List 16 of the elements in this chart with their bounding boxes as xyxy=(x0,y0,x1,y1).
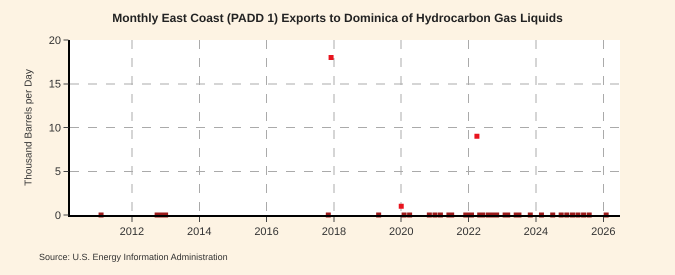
x-tick-label: 2018 xyxy=(322,226,346,238)
x-tick-label: 2014 xyxy=(187,226,212,238)
y-tick-label: 15 xyxy=(48,78,62,91)
y-axis-title: Thousand Barrels per Day xyxy=(23,69,34,186)
x-tick-label: 2022 xyxy=(456,226,481,238)
x-tick-label: 2016 xyxy=(254,226,279,238)
x-tick-label: 2024 xyxy=(524,226,548,238)
x-tick-label: 2026 xyxy=(591,226,616,238)
x-tick-label: 2020 xyxy=(389,226,414,238)
y-tick-label: 20 xyxy=(48,34,62,47)
y-tick-label: 10 xyxy=(48,122,62,134)
y-tick-label: 5 xyxy=(54,166,62,178)
x-tick-label: 2012 xyxy=(120,226,144,238)
source-note: Source: U.S. Energy Information Administration xyxy=(39,252,228,262)
chart-title: Monthly East Coast (PADD 1) Exports to Dominica of Hydrocarbon Gas Liquids xyxy=(112,11,564,26)
y-tick-label: 0 xyxy=(54,210,62,222)
